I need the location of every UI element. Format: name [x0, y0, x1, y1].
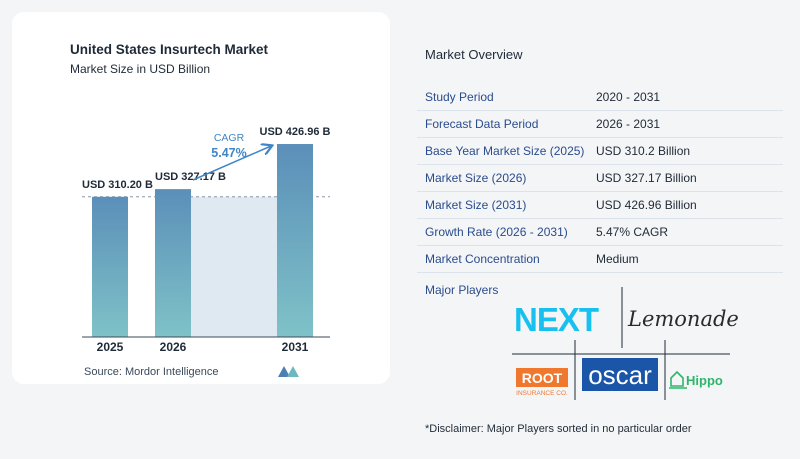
overview-table: Study Period 2020 - 2031 Forecast Data Per… — [417, 84, 783, 273]
cagr-label: CAGR — [214, 132, 245, 144]
overview-row: Market Size (2026) USD 327.17 Billion — [417, 165, 783, 192]
chart-title: United States Insurtech Market — [70, 42, 269, 57]
overview-label: Forecast Data Period — [425, 117, 539, 131]
overview-label: Growth Rate (2026 - 2031) — [425, 225, 568, 239]
forecast-band — [191, 196, 277, 337]
cagr-arrow — [192, 146, 271, 181]
x-tick-label: 2026 — [160, 340, 187, 354]
source-text: Source: Mordor Intelligence — [84, 366, 219, 378]
overview-value: USD 310.2 Billion — [596, 144, 691, 158]
root-logo: ROOT — [522, 370, 563, 386]
next-logo: NEXT — [514, 301, 599, 338]
overview-value: USD 426.96 Billion — [596, 198, 697, 212]
overview-value: 5.47% CAGR — [596, 225, 669, 239]
bar-value-label: USD 327.17 B — [155, 171, 226, 183]
overview-value: USD 327.17 Billion — [596, 171, 697, 185]
overview-row: Base Year Market Size (2025) USD 310.2 Bi… — [417, 138, 783, 165]
x-tick-label: 2031 — [282, 340, 309, 354]
overview-row: Market Size (2031) USD 426.96 Billion — [417, 192, 783, 219]
bar-value-label: USD 426.96 B — [260, 126, 331, 138]
hippo-logo: Hippo — [686, 373, 723, 388]
overview-value: 2020 - 2031 — [596, 90, 661, 104]
overview-row: Market Concentration Medium — [417, 246, 783, 273]
oscar-logo: oscar — [588, 360, 652, 390]
overview-value: Medium — [596, 252, 639, 266]
overview-label: Market Concentration — [425, 252, 540, 266]
bar-2025 — [92, 196, 128, 337]
overview-row: Forecast Data Period 2026 - 2031 — [417, 111, 783, 138]
overview-label: Base Year Market Size (2025) — [425, 144, 585, 158]
bar-value-label: USD 310.20 B — [82, 179, 153, 191]
oscar-logo-box — [582, 358, 658, 391]
root-logo-subtitle: INSURANCE CO. — [516, 390, 568, 397]
bar-2031 — [277, 144, 313, 337]
overview-label: Market Size (2026) — [425, 171, 527, 185]
bar-2026 — [155, 189, 191, 337]
overview-label: Market Size (2031) — [425, 198, 527, 212]
cagr-value: 5.47% — [211, 146, 246, 160]
hippo-house-icon — [670, 370, 684, 387]
x-tick-label: 2025 — [97, 340, 124, 354]
disclaimer: *Disclaimer: Major Players sorted in no … — [425, 423, 692, 435]
chart-subtitle: Market Size in USD Billion — [70, 62, 211, 76]
overview-row: Study Period 2020 - 2031 — [417, 84, 783, 111]
overview-value: 2026 - 2031 — [596, 117, 661, 131]
overview-row: Growth Rate (2026 - 2031) 5.47% CAGR — [417, 219, 783, 246]
overview-label: Study Period — [425, 90, 494, 104]
root-logo-box — [516, 368, 568, 387]
players-title: Major Players — [425, 283, 499, 297]
overview-title: Market Overview — [425, 47, 523, 62]
bar-chart: USD 310.20 B 2025 USD 327.17 B 2026 USD 426.… — [82, 126, 331, 354]
mordor-logo-icon — [278, 366, 299, 377]
lemonade-logo: Lemonade — [627, 307, 739, 331]
